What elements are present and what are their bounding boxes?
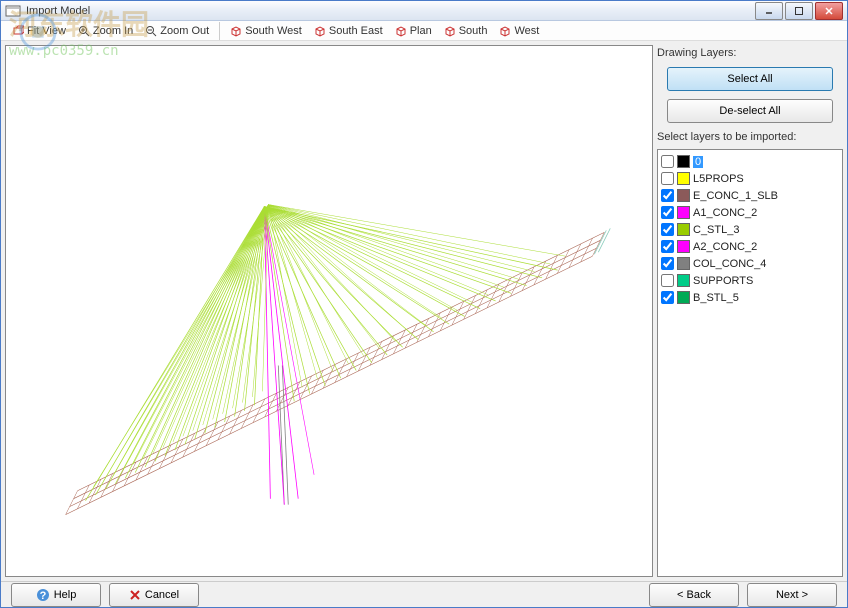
toolbar-separator — [219, 22, 220, 40]
zoom-out-label: Zoom Out — [160, 25, 209, 37]
select-layers-label: Select layers to be imported: — [657, 129, 843, 145]
layer-row[interactable]: COL_CONC_4 — [661, 255, 839, 272]
layer-color-swatch — [677, 155, 690, 168]
fit-view-button[interactable]: Fit View — [7, 23, 71, 39]
layer-checkbox[interactable] — [661, 257, 674, 270]
layer-name-label: E_CONC_1_SLB — [693, 190, 778, 202]
back-label: < Back — [677, 589, 711, 601]
layer-color-swatch — [677, 274, 690, 287]
layer-checkbox[interactable] — [661, 155, 674, 168]
layer-color-swatch — [677, 291, 690, 304]
import-model-window: 河东软件园 www.pc0359.cn Import Model Fit Vie… — [0, 0, 848, 608]
south-label: South — [459, 25, 488, 37]
window-title: Import Model — [26, 5, 755, 17]
zoom-out-icon — [145, 25, 157, 37]
back-button[interactable]: < Back — [649, 583, 739, 607]
zoom-out-button[interactable]: Zoom Out — [140, 23, 214, 39]
zoom-in-icon — [78, 25, 90, 37]
window-controls — [755, 2, 843, 20]
layer-name-label: 0 — [693, 156, 703, 168]
deselect-all-label: De-select All — [719, 105, 780, 117]
layer-row[interactable]: A2_CONC_2 — [661, 238, 839, 255]
cube-icon — [230, 25, 242, 37]
fit-view-icon — [12, 25, 24, 37]
titlebar: Import Model — [1, 1, 847, 21]
layer-row[interactable]: C_STL_3 — [661, 221, 839, 238]
plan-label: Plan — [410, 25, 432, 37]
content-area: Drawing Layers: Select All De-select All… — [1, 41, 847, 581]
layer-checkbox[interactable] — [661, 189, 674, 202]
layer-name-label: L5PROPS — [693, 173, 744, 185]
cancel-icon — [129, 589, 141, 601]
next-label: Next > — [776, 589, 808, 601]
layer-row[interactable]: B_STL_5 — [661, 289, 839, 306]
help-label: Help — [54, 589, 77, 601]
layer-row[interactable]: 0 — [661, 153, 839, 170]
help-icon: ? — [36, 588, 50, 602]
layer-checkbox[interactable] — [661, 172, 674, 185]
layer-name-label: A1_CONC_2 — [693, 207, 757, 219]
bottom-bar: ? Help Cancel < Back Next > — [1, 581, 847, 607]
next-button[interactable]: Next > — [747, 583, 837, 607]
deselect-all-button[interactable]: De-select All — [667, 99, 833, 123]
layer-checkbox[interactable] — [661, 223, 674, 236]
minimize-button[interactable] — [755, 2, 783, 20]
app-icon — [5, 3, 21, 19]
cube-icon — [499, 25, 511, 37]
south-west-button[interactable]: South West — [225, 23, 307, 39]
close-button[interactable] — [815, 2, 843, 20]
layer-name-label: B_STL_5 — [693, 292, 739, 304]
cube-icon — [395, 25, 407, 37]
layer-name-label: A2_CONC_2 — [693, 241, 757, 253]
fit-view-label: Fit View — [27, 25, 66, 37]
zoom-in-button[interactable]: Zoom In — [73, 23, 138, 39]
layer-checkbox[interactable] — [661, 206, 674, 219]
plan-button[interactable]: Plan — [390, 23, 437, 39]
west-label: West — [514, 25, 539, 37]
layer-checkbox[interactable] — [661, 291, 674, 304]
zoom-in-label: Zoom In — [93, 25, 133, 37]
svg-text:?: ? — [39, 590, 46, 602]
layer-row[interactable]: SUPPORTS — [661, 272, 839, 289]
west-button[interactable]: West — [494, 23, 544, 39]
layer-row[interactable]: E_CONC_1_SLB — [661, 187, 839, 204]
cancel-label: Cancel — [145, 589, 179, 601]
select-all-label: Select All — [727, 73, 772, 85]
layer-list[interactable]: 0 L5PROPS E_CONC_1_SLB A1_CONC_2 C_STL_3 A2_C… — [657, 149, 843, 577]
layer-color-swatch — [677, 206, 690, 219]
side-panel: Drawing Layers: Select All De-select All… — [657, 45, 843, 577]
maximize-button[interactable] — [785, 2, 813, 20]
layer-row[interactable]: L5PROPS — [661, 170, 839, 187]
cube-icon — [314, 25, 326, 37]
layer-color-swatch — [677, 189, 690, 202]
select-all-button[interactable]: Select All — [667, 67, 833, 91]
south-button[interactable]: South — [439, 23, 493, 39]
cube-icon — [444, 25, 456, 37]
south-east-button[interactable]: South East — [309, 23, 388, 39]
layer-name-label: C_STL_3 — [693, 224, 739, 236]
model-canvas[interactable] — [5, 45, 653, 577]
south-west-label: South West — [245, 25, 302, 37]
layer-color-swatch — [677, 240, 690, 253]
drawing-layers-label: Drawing Layers: — [657, 45, 843, 61]
cancel-button[interactable]: Cancel — [109, 583, 199, 607]
layer-checkbox[interactable] — [661, 240, 674, 253]
south-east-label: South East — [329, 25, 383, 37]
layer-name-label: COL_CONC_4 — [693, 258, 766, 270]
toolbar: Fit View Zoom In Zoom Out South West Sou… — [1, 21, 847, 41]
layer-color-swatch — [677, 257, 690, 270]
layer-color-swatch — [677, 223, 690, 236]
layer-name-label: SUPPORTS — [693, 275, 753, 287]
layer-color-swatch — [677, 172, 690, 185]
layer-row[interactable]: A1_CONC_2 — [661, 204, 839, 221]
layer-checkbox[interactable] — [661, 274, 674, 287]
bridge-drawing — [6, 46, 652, 576]
help-button[interactable]: ? Help — [11, 583, 101, 607]
